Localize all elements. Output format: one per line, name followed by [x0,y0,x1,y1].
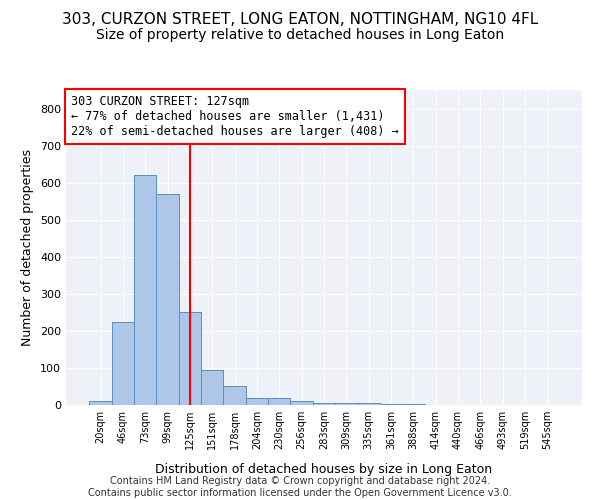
Bar [358,403,380,405]
Bar [223,386,246,405]
Bar [290,400,313,405]
Text: Size of property relative to detached houses in Long Eaton: Size of property relative to detached ho… [96,28,504,42]
Bar [179,312,201,405]
Bar [402,404,425,405]
Bar [201,370,223,405]
Bar [335,403,358,405]
Y-axis label: Number of detached properties: Number of detached properties [22,149,34,346]
Bar [380,404,402,405]
X-axis label: Distribution of detached houses by size in Long Eaton: Distribution of detached houses by size … [155,463,493,476]
Bar [268,398,290,405]
Bar [313,403,335,405]
Bar [89,402,112,405]
Text: 303, CURZON STREET, LONG EATON, NOTTINGHAM, NG10 4FL: 303, CURZON STREET, LONG EATON, NOTTINGH… [62,12,538,28]
Text: Contains HM Land Registry data © Crown copyright and database right 2024.
Contai: Contains HM Land Registry data © Crown c… [88,476,512,498]
Bar [157,194,179,405]
Bar [112,322,134,405]
Text: 303 CURZON STREET: 127sqm
← 77% of detached houses are smaller (1,431)
22% of se: 303 CURZON STREET: 127sqm ← 77% of detac… [71,94,399,138]
Bar [134,175,157,405]
Bar [246,398,268,405]
